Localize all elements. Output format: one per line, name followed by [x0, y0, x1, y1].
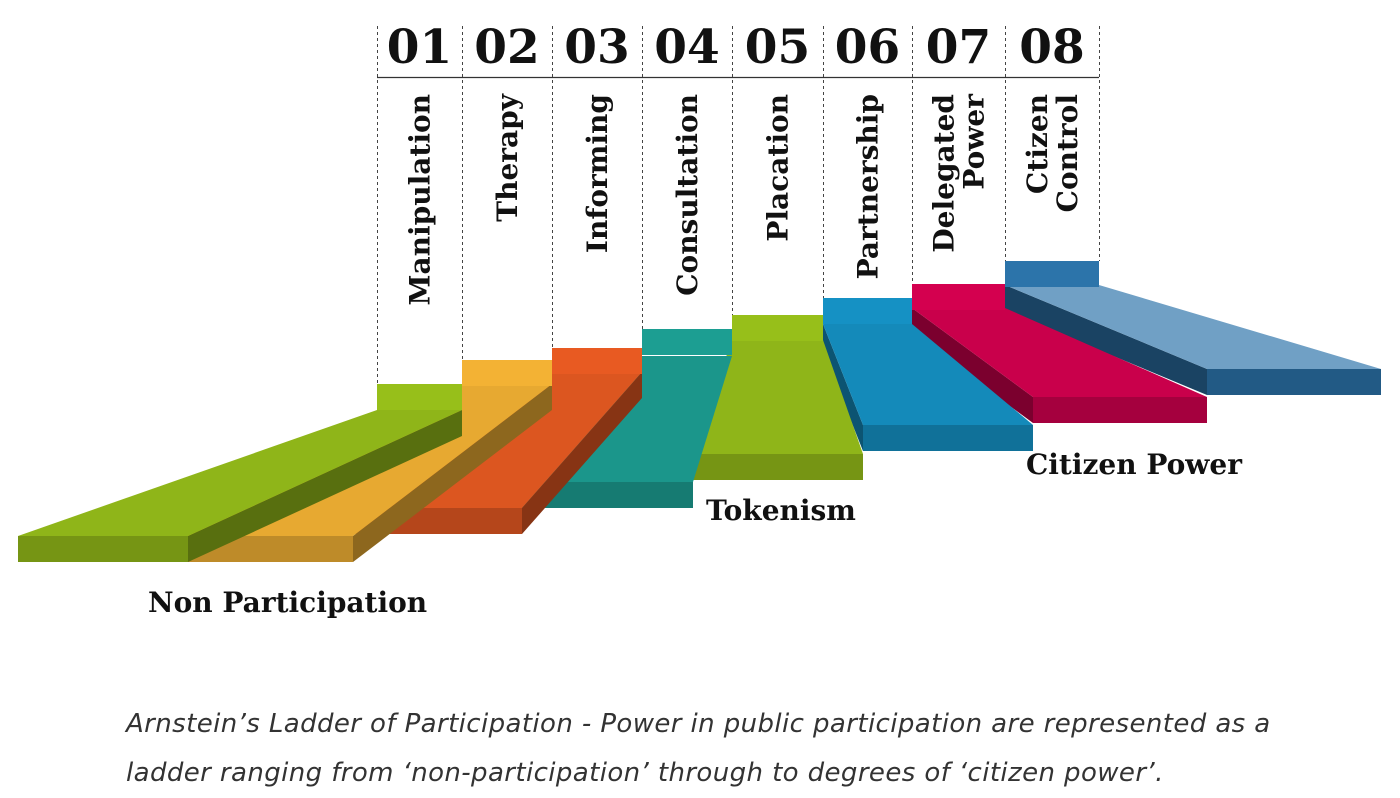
column-guides: [377, 26, 1100, 384]
step-front-face: [863, 425, 1033, 451]
step-01: [18, 384, 462, 562]
step-side-face: [1005, 285, 1207, 395]
step-top-face: [823, 324, 1033, 425]
step-number-05: 05: [745, 20, 810, 75]
step-front-face: [18, 536, 188, 562]
step-side-face: [188, 410, 462, 562]
step-front-face: [522, 482, 693, 508]
step-side-face: [823, 324, 863, 451]
step-riser: [377, 384, 462, 410]
step-riser: [1005, 261, 1099, 287]
step-label-01: Manipulation: [404, 94, 437, 305]
figure-caption: Arnstein’s Ladder of Participation - Pow…: [126, 709, 1271, 788]
ladder-diagram: 01 Manipulation 02 Therapy 03 Informing 04 Cons…: [18, 20, 1381, 619]
step-front-face: [1033, 397, 1207, 423]
step-front-face: [693, 454, 863, 480]
step-07: [912, 284, 1207, 423]
step-side-face: [522, 372, 642, 534]
ladder-steps: [18, 261, 1381, 562]
step-number-04: 04: [654, 20, 719, 75]
group-label-citizen-power: Citizen Power: [1026, 448, 1243, 481]
step-riser: [912, 284, 1005, 310]
group-label-tokenism: Tokenism: [706, 494, 856, 527]
step-number-06: 06: [835, 20, 900, 75]
step-riser: [732, 315, 823, 341]
step-label-07: DelegatedPower: [928, 93, 991, 253]
step-riser: [552, 348, 642, 374]
step-side-face: [353, 384, 552, 562]
group-label-non-participation: Non Participation: [148, 586, 427, 619]
step-06: [823, 298, 1033, 451]
step-top-face: [693, 340, 863, 454]
step-label-02: Therapy: [491, 93, 524, 221]
step-top-face: [912, 308, 1207, 397]
step-label-08: CtizenControl: [1021, 94, 1084, 212]
step-number-01: 01: [387, 20, 452, 75]
step-label-06: Partnership: [852, 94, 885, 279]
step-label-03: Informing: [581, 94, 614, 253]
step-08: [1005, 261, 1381, 395]
step-number-07: 07: [926, 20, 991, 75]
step-front-face: [1207, 369, 1381, 395]
step-label-04: Consultation: [671, 94, 704, 296]
column-labels: 01 Manipulation 02 Therapy 03 Informing 04 Cons…: [387, 20, 1085, 305]
step-label-05: Placation: [762, 94, 795, 242]
step-top-face: [18, 410, 462, 536]
step-side-face: [912, 308, 1033, 423]
step-riser: [462, 360, 552, 386]
step-number-03: 03: [564, 20, 629, 75]
ladder-of-participation-figure: 01 Manipulation 02 Therapy 03 Informing 04 Cons…: [18, 20, 1381, 619]
step-top-face: [1005, 285, 1381, 369]
step-number-08: 08: [1019, 20, 1084, 75]
step-riser: [823, 298, 912, 324]
step-riser: [642, 329, 732, 355]
step-number-02: 02: [474, 20, 539, 75]
